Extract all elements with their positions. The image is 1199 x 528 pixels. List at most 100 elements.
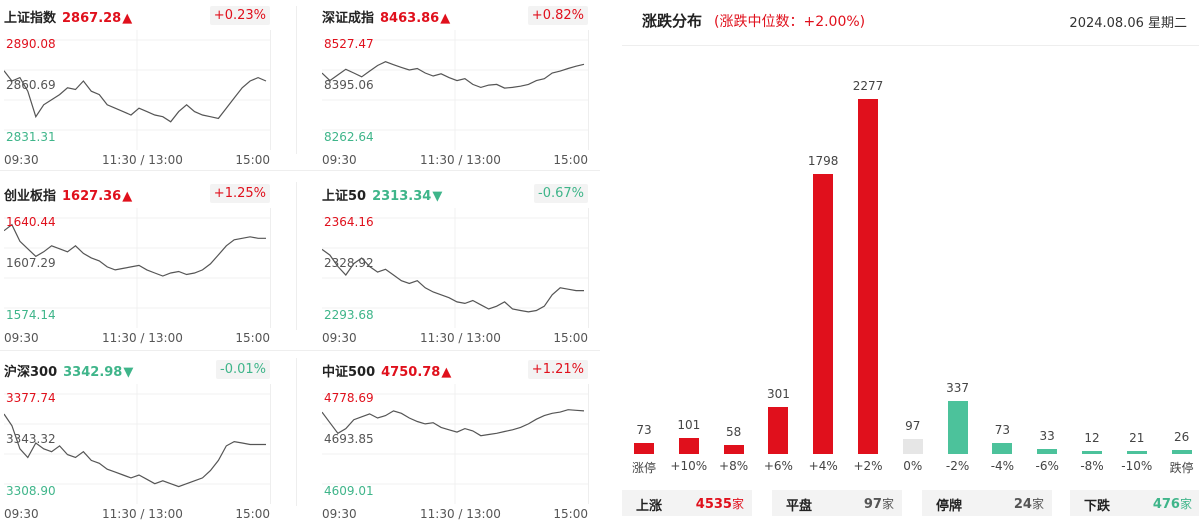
bar-category-label: -2% xyxy=(945,459,970,473)
index-chart-svg xyxy=(4,384,270,504)
index-name[interactable]: 上证50 2313.34▼ xyxy=(322,189,443,204)
y-axis-mid: 2860.69 xyxy=(6,78,56,92)
price-line xyxy=(4,413,266,488)
x-axis-label: 15:00 xyxy=(553,153,588,167)
distribution-bar xyxy=(1171,449,1192,454)
distribution-bar xyxy=(1126,450,1147,454)
y-axis-low: 4609.01 xyxy=(324,484,374,498)
summary-count: 4535 xyxy=(695,497,732,512)
x-axis-label: 09:30 xyxy=(322,507,357,521)
index-name[interactable]: 上证指数 2867.28▲ xyxy=(4,11,133,26)
index-panel[interactable]: 中证500 4750.78▲ +1.21% 4778.69 4693.85 4609.01… xyxy=(318,358,589,528)
x-axis-label: 11:30 / 13:00 xyxy=(102,507,183,521)
bar-category-label: +10% xyxy=(670,459,708,473)
index-name[interactable]: 创业板指 1627.36▲ xyxy=(4,189,133,204)
index-panel[interactable]: 上证指数 2867.28▲ +0.23% 2890.08 2860.69 2831.31 0… xyxy=(0,4,271,174)
y-axis-mid: 2328.92 xyxy=(324,256,374,270)
index-chart[interactable]: 4778.69 4693.85 4609.01 xyxy=(322,384,589,504)
x-axis-label: 11:30 / 13:00 xyxy=(420,331,501,345)
index-chart[interactable]: 8527.47 8395.06 8262.64 xyxy=(322,30,589,150)
y-axis-high: 4778.69 xyxy=(324,391,374,405)
summary-unit: 家 xyxy=(1179,497,1192,511)
index-value: 2313.34 xyxy=(372,189,432,204)
y-axis-low: 2831.31 xyxy=(6,130,56,144)
bar-value-label: 97 xyxy=(905,418,921,433)
index-panel[interactable]: 创业板指 1627.36▲ +1.25% 1640.44 1607.29 1574.14 0… xyxy=(0,182,271,352)
index-arrow: ▲ xyxy=(122,189,133,204)
summary-label: 下跌 xyxy=(1084,499,1111,514)
index-chart[interactable]: 2364.16 2328.92 2293.68 xyxy=(322,208,589,328)
y-axis-mid: 3343.32 xyxy=(6,432,56,446)
summary-3: 下跌 476家 xyxy=(1070,490,1199,516)
index-change: -0.01% xyxy=(216,360,270,379)
index-panel[interactable]: 深证成指 8463.86▲ +0.82% 8527.47 8395.06 8262.64 0… xyxy=(318,4,589,174)
index-name[interactable]: 沪深300 3342.98▼ xyxy=(4,365,134,380)
bar-value-label: 2277 xyxy=(852,79,884,93)
distribution-median: (涨跌中位数：+2.00%) xyxy=(714,14,866,30)
bar-value-label: 21 xyxy=(1129,430,1145,445)
summary-label: 上涨 xyxy=(636,499,663,514)
price-line xyxy=(4,70,267,123)
index-panel[interactable]: 上证50 2313.34▼ -0.67% 2364.16 2328.92 2293.68 0… xyxy=(318,182,589,352)
distribution-bar xyxy=(678,438,699,454)
x-axis-label: 11:30 / 13:00 xyxy=(102,153,183,167)
summary-value: 24家 xyxy=(1014,495,1044,512)
index-panel[interactable]: 沪深300 3342.98▼ -0.01% 3377.74 3343.32 3308.90… xyxy=(0,358,271,528)
bar-value-label: 12 xyxy=(1084,431,1100,445)
x-axis-label: 09:30 xyxy=(4,331,39,345)
distribution-bar xyxy=(858,99,878,454)
summary-0: 上涨 4535家 xyxy=(622,490,752,516)
index-value: 8463.86 xyxy=(380,11,440,26)
y-axis-high: 3377.74 xyxy=(6,391,56,405)
y-axis-mid: 8395.06 xyxy=(324,78,374,92)
index-name[interactable]: 中证500 4750.78▲ xyxy=(322,365,452,380)
summary-label: 平盘 xyxy=(786,499,813,514)
index-chart[interactable]: 2890.08 2860.69 2831.31 xyxy=(4,30,271,150)
index-header: 中证500 4750.78▲ +1.21% xyxy=(318,358,588,382)
index-chart-svg xyxy=(4,30,270,150)
bar-value-label: 58 xyxy=(725,424,742,439)
index-arrow: ▲ xyxy=(441,365,452,380)
distribution-bar xyxy=(992,442,1013,454)
price-line xyxy=(322,248,584,313)
summary-label: 停牌 xyxy=(936,499,963,514)
index-header: 沪深300 3342.98▼ -0.01% xyxy=(0,358,270,382)
index-chart[interactable]: 1640.44 1607.29 1574.14 xyxy=(4,208,271,328)
y-axis-low: 3308.90 xyxy=(6,484,56,498)
index-chart[interactable]: 3377.74 3343.32 3308.90 xyxy=(4,384,271,504)
bar-value-label: 73 xyxy=(994,422,1011,437)
distribution-bar xyxy=(902,438,923,454)
bar-category-label: 跌停 xyxy=(1169,461,1194,475)
bar-value-label: 33 xyxy=(1039,428,1055,443)
index-arrow: ▲ xyxy=(440,11,451,26)
summary-value: 97家 xyxy=(864,495,894,512)
index-value: 4750.78 xyxy=(381,365,441,380)
bar-category-label: +2% xyxy=(853,459,883,473)
index-chart-svg xyxy=(322,208,588,328)
index-chart-svg xyxy=(322,384,588,504)
index-chart-svg xyxy=(322,30,588,150)
price-line xyxy=(322,409,585,437)
summary-count: 97 xyxy=(863,497,882,512)
x-axis-label: 09:30 xyxy=(322,153,357,167)
bar-value-label: 1798 xyxy=(807,153,839,168)
index-change: +1.21% xyxy=(527,360,588,379)
distribution-bar xyxy=(1037,448,1058,454)
index-chart-svg xyxy=(4,208,270,328)
index-arrow: ▼ xyxy=(432,189,443,204)
index-arrow: ▲ xyxy=(122,11,133,26)
index-change: +0.82% xyxy=(527,6,588,25)
index-name[interactable]: 深证成指 8463.86▲ xyxy=(322,11,451,26)
index-change: +1.25% xyxy=(209,184,270,203)
index-value: 1627.36 xyxy=(62,189,122,204)
bar-category-label: +4% xyxy=(808,459,838,473)
bar-category-label: -8% xyxy=(1080,459,1104,473)
y-axis-high: 8527.47 xyxy=(324,37,374,51)
y-axis-high: 2890.08 xyxy=(6,37,56,51)
summary-unit: 家 xyxy=(731,497,744,511)
bar-category-label: +8% xyxy=(719,459,749,473)
price-line xyxy=(322,61,585,89)
bar-value-label: 73 xyxy=(636,422,652,437)
summary-unit: 家 xyxy=(1031,497,1044,511)
bar-category-label: -6% xyxy=(1035,459,1059,473)
